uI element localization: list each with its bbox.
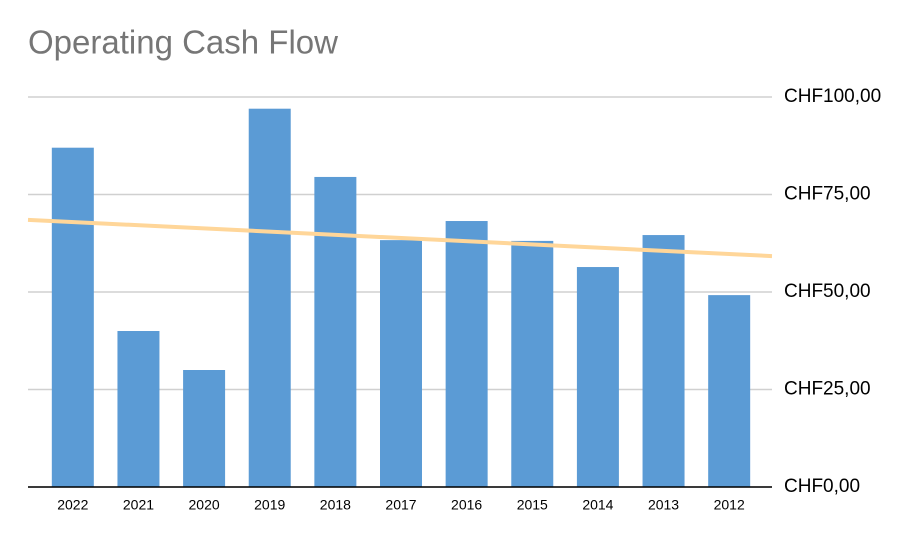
bar (51, 147, 94, 487)
x-tick-label: 2017 (385, 497, 416, 513)
y-tick-label: CHF75,00 (784, 184, 871, 205)
chart-title: Operating Cash Flow (28, 24, 338, 61)
x-tick-label: 2018 (320, 497, 351, 513)
bar (511, 240, 554, 487)
bar (248, 108, 291, 487)
x-tick-label: 2013 (648, 497, 679, 513)
bar (117, 331, 160, 487)
bar (642, 235, 685, 487)
bar (708, 295, 751, 487)
y-tick-label: CHF25,00 (784, 379, 871, 400)
y-tick-label: CHF50,00 (784, 281, 871, 302)
bar (445, 221, 488, 487)
y-tick-label: CHF0,00 (784, 476, 860, 497)
x-tick-label: 2014 (582, 497, 613, 513)
x-tick-label: 2019 (254, 497, 285, 513)
x-tick-label: 2016 (451, 497, 482, 513)
bar (380, 240, 422, 487)
y-tick-label: CHF100,00 (784, 86, 881, 107)
bar (576, 267, 619, 487)
bar (314, 176, 357, 487)
trendline (27, 217, 773, 259)
x-tick-label: 2012 (714, 497, 745, 513)
x-tick-label: 2015 (517, 497, 548, 513)
x-tick-label: 2020 (189, 497, 220, 513)
bar (183, 370, 226, 487)
x-tick-label: 2021 (123, 497, 154, 513)
x-tick-label: 2022 (57, 497, 88, 513)
